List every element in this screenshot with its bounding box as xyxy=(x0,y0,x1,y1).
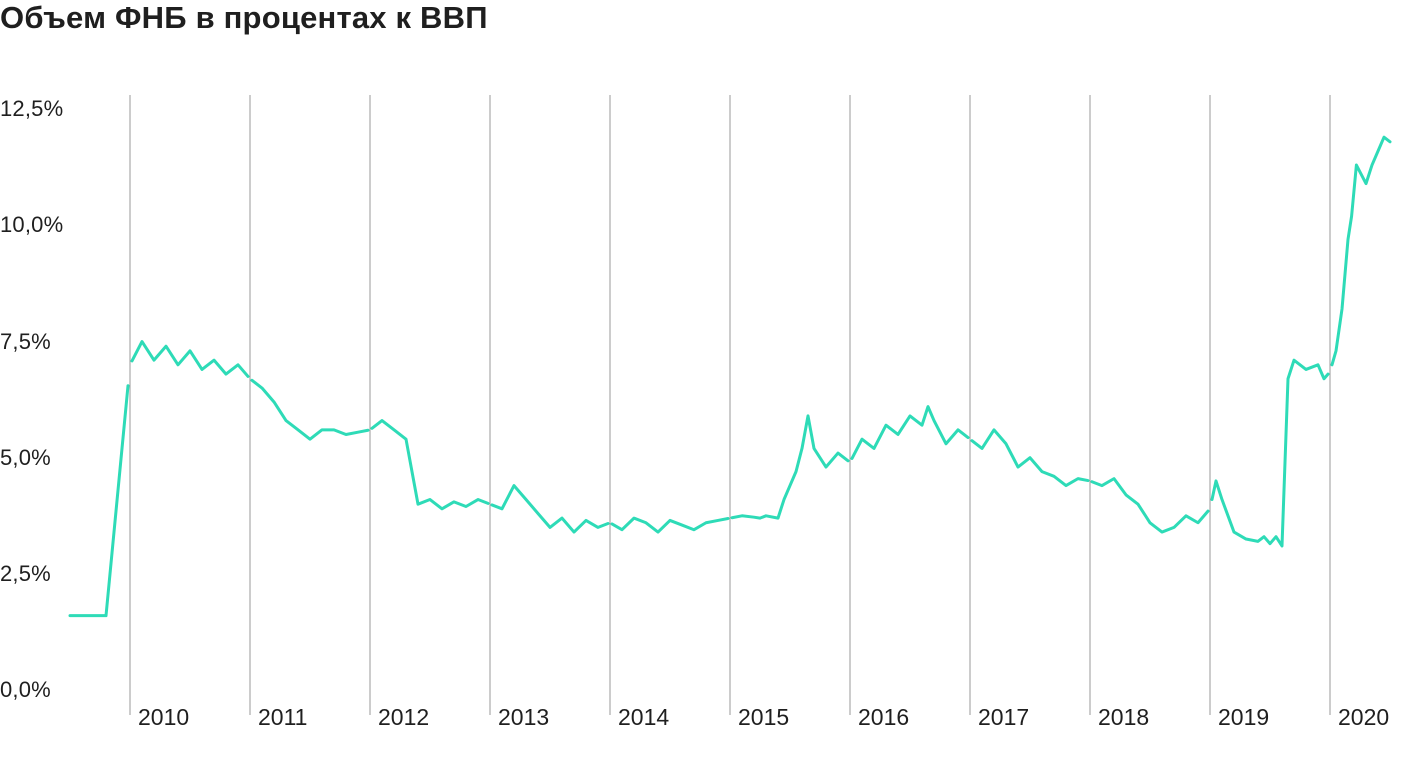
x-axis-label: 2017 xyxy=(978,704,1029,731)
x-axis-label: 2010 xyxy=(138,704,189,731)
y-axis-label: 10,0% xyxy=(0,212,63,238)
y-axis-label: 0,0% xyxy=(0,677,51,703)
series-line xyxy=(972,430,1088,486)
x-axis-label: 2019 xyxy=(1218,704,1269,731)
series-line xyxy=(492,486,608,532)
series-line xyxy=(852,407,968,459)
x-axis-label: 2012 xyxy=(378,704,429,731)
y-axis-label: 12,5% xyxy=(0,96,63,122)
x-axis-label: 2018 xyxy=(1098,704,1149,731)
x-axis-label: 2016 xyxy=(858,704,909,731)
series-line xyxy=(1332,137,1390,365)
x-axis-label: 2020 xyxy=(1338,704,1389,731)
series-line xyxy=(612,518,728,532)
series-line xyxy=(732,416,848,518)
y-axis-label: 2,5% xyxy=(0,561,51,587)
x-axis-label: 2011 xyxy=(258,704,307,731)
series-line xyxy=(252,380,368,439)
y-axis-label: 5,0% xyxy=(0,445,51,471)
line-chart: 0,0% 2,5% 5,0% 7,5% 10,0% 12,5% 2010 2011 2012 2… xyxy=(0,70,1402,757)
chart-title: Объем ФНБ в процентах к ВВП xyxy=(0,0,488,36)
series-line xyxy=(70,386,128,616)
series-line xyxy=(372,421,488,509)
series-line xyxy=(1212,360,1328,546)
plot-svg xyxy=(0,70,1402,757)
y-axis-label: 7,5% xyxy=(0,329,51,355)
series-line xyxy=(1092,479,1208,532)
x-axis-label: 2015 xyxy=(738,704,789,731)
x-axis-label: 2013 xyxy=(498,704,549,731)
x-axis-label: 2014 xyxy=(618,704,669,731)
series-line xyxy=(132,342,248,377)
